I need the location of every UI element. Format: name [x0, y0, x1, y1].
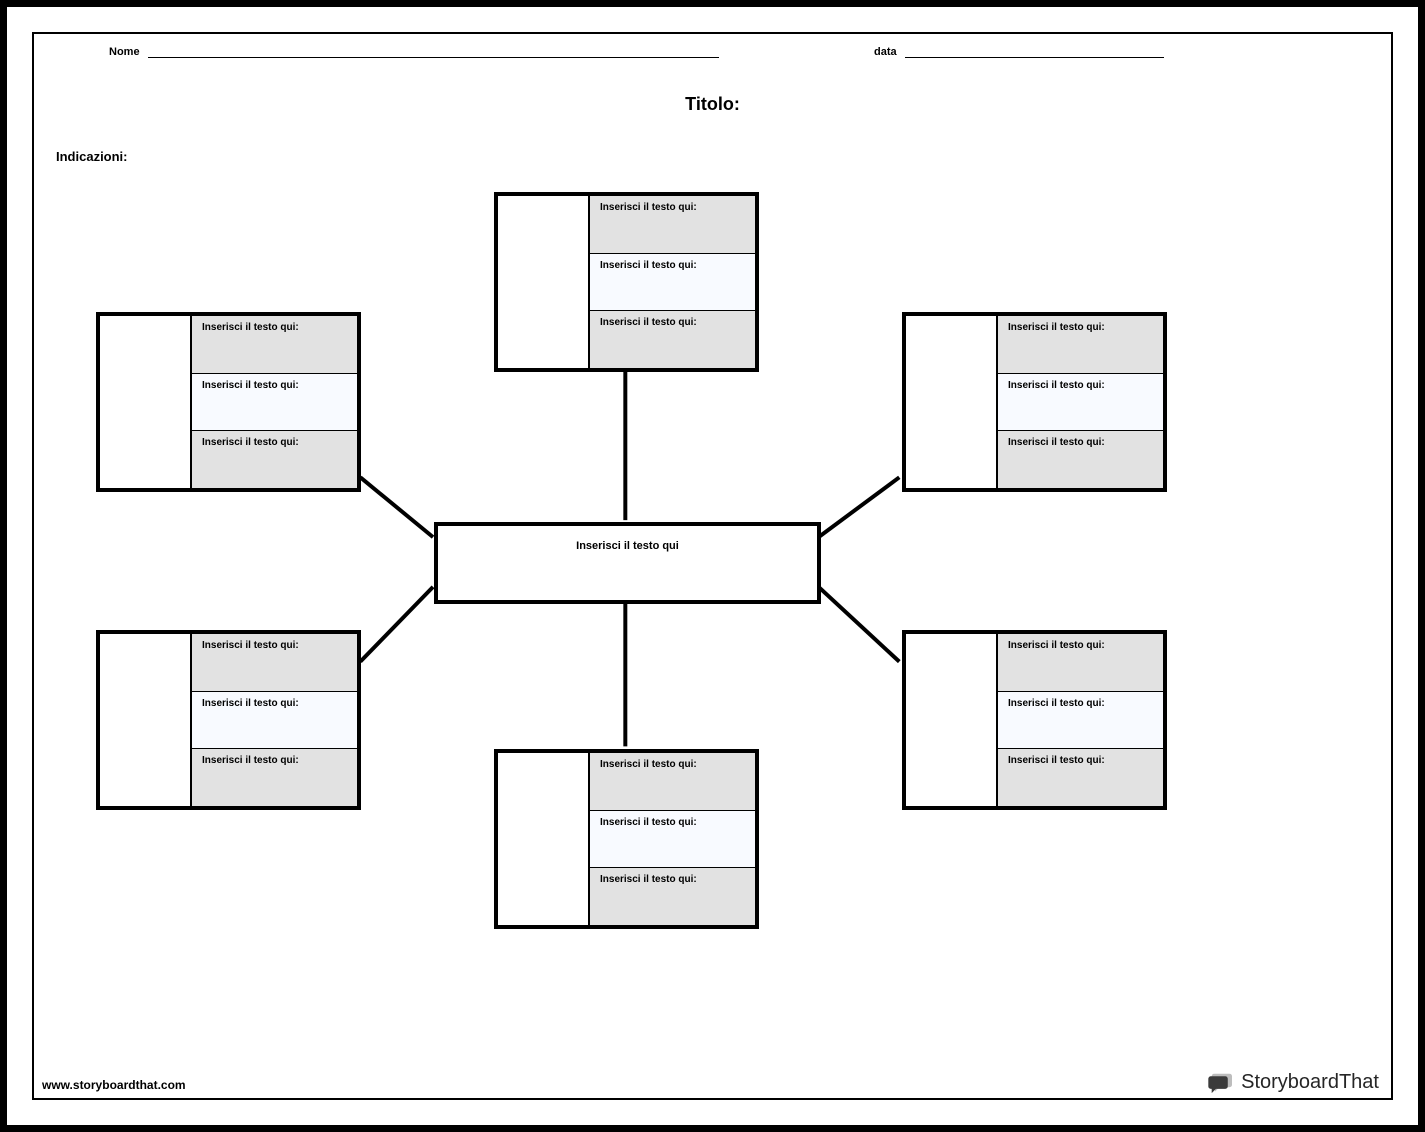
node-right-bottom-cell-1[interactable]: Inserisci il testo qui:: [998, 634, 1163, 692]
node-right-top-cell-1[interactable]: Inserisci il testo qui:: [998, 316, 1163, 374]
node-bottom-cell-3[interactable]: Inserisci il testo qui:: [590, 868, 755, 925]
page-inner-frame: Nome data Titolo: Indicazioni: Inserisci…: [32, 32, 1393, 1100]
date-field: data: [874, 46, 1164, 58]
node-left-bottom-cells: Inserisci il testo qui:Inserisci il test…: [192, 634, 357, 806]
indications-label: Indicazioni:: [56, 149, 128, 164]
node-top-cell-3[interactable]: Inserisci il testo qui:: [590, 311, 755, 368]
node-right-top-cell-3[interactable]: Inserisci il testo qui:: [998, 431, 1163, 488]
node-bottom-cell-2[interactable]: Inserisci il testo qui:: [590, 811, 755, 869]
speech-bubble-icon: [1207, 1072, 1235, 1094]
node-top-cell-2[interactable]: Inserisci il testo qui:: [590, 254, 755, 312]
page-title: Titolo:: [34, 94, 1391, 115]
node-top-cells: Inserisci il testo qui:Inserisci il test…: [590, 196, 755, 368]
node-left-top[interactable]: Inserisci il testo qui:Inserisci il test…: [96, 312, 361, 492]
name-underline[interactable]: [148, 57, 719, 59]
node-right-top-image-slot[interactable]: [906, 316, 998, 488]
name-label: Nome: [109, 46, 140, 58]
footer-url: www.storyboardthat.com: [42, 1078, 186, 1092]
node-right-top-cells: Inserisci il testo qui:Inserisci il test…: [998, 316, 1163, 488]
node-bottom-cell-1[interactable]: Inserisci il testo qui:: [590, 753, 755, 811]
name-field: Nome: [109, 46, 719, 58]
page-outer-frame: Nome data Titolo: Indicazioni: Inserisci…: [0, 0, 1425, 1132]
node-left-bottom[interactable]: Inserisci il testo qui:Inserisci il test…: [96, 630, 361, 810]
node-right-bottom-cell-3[interactable]: Inserisci il testo qui:: [998, 749, 1163, 806]
node-right-top[interactable]: Inserisci il testo qui:Inserisci il test…: [902, 312, 1167, 492]
node-right-bottom-cell-2[interactable]: Inserisci il testo qui:: [998, 692, 1163, 750]
node-left-bottom-cell-3[interactable]: Inserisci il testo qui:: [192, 749, 357, 806]
node-left-top-cell-3[interactable]: Inserisci il testo qui:: [192, 431, 357, 488]
node-left-bottom-cell-2[interactable]: Inserisci il testo qui:: [192, 692, 357, 750]
date-underline[interactable]: [905, 57, 1164, 59]
node-left-top-cells: Inserisci il testo qui:Inserisci il test…: [192, 316, 357, 488]
node-left-bottom-image-slot[interactable]: [100, 634, 192, 806]
node-left-top-image-slot[interactable]: [100, 316, 192, 488]
node-bottom-image-slot[interactable]: [498, 753, 590, 925]
node-bottom-cells: Inserisci il testo qui:Inserisci il test…: [590, 753, 755, 925]
brand-logo: StoryboardThat: [1207, 1071, 1379, 1094]
center-node-text: Inserisci il testo qui: [576, 540, 679, 552]
node-left-top-cell-1[interactable]: Inserisci il testo qui:: [192, 316, 357, 374]
node-right-bottom-image-slot[interactable]: [906, 634, 998, 806]
node-bottom[interactable]: Inserisci il testo qui:Inserisci il test…: [494, 749, 759, 929]
node-left-top-cell-2[interactable]: Inserisci il testo qui:: [192, 374, 357, 432]
node-right-top-cell-2[interactable]: Inserisci il testo qui:: [998, 374, 1163, 432]
node-top[interactable]: Inserisci il testo qui:Inserisci il test…: [494, 192, 759, 372]
node-left-bottom-cell-1[interactable]: Inserisci il testo qui:: [192, 634, 357, 692]
date-label: data: [874, 46, 897, 58]
header-row: Nome data: [34, 46, 1391, 71]
center-node[interactable]: Inserisci il testo qui: [434, 522, 821, 604]
node-right-bottom[interactable]: Inserisci il testo qui:Inserisci il test…: [902, 630, 1167, 810]
brand-text: StoryboardThat: [1241, 1071, 1379, 1094]
node-top-image-slot[interactable]: [498, 196, 590, 368]
node-right-bottom-cells: Inserisci il testo qui:Inserisci il test…: [998, 634, 1163, 806]
node-top-cell-1[interactable]: Inserisci il testo qui:: [590, 196, 755, 254]
